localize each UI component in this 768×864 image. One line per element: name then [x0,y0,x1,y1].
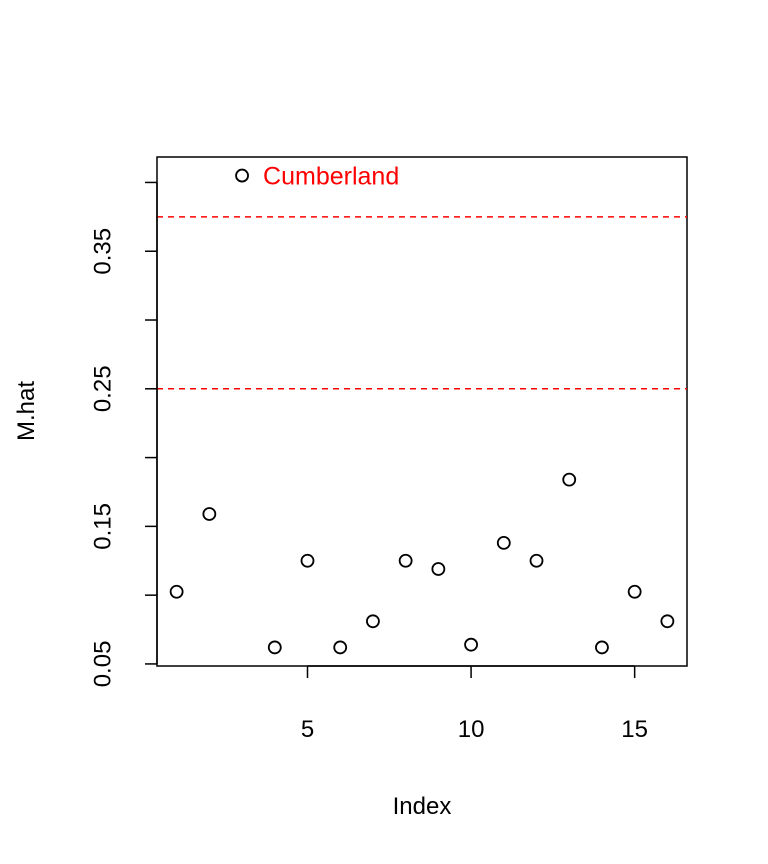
data-point [267,640,282,655]
y-axis: 0.05 0.15 0.25 0.35 [90,181,158,688]
x-tick-label: 5 [301,716,314,743]
x-tick-label: 10 [458,716,485,743]
data-point [496,535,511,550]
data-points [169,168,675,655]
data-point [235,168,249,183]
data-point [202,507,217,521]
plot-frame [156,156,688,667]
data-point [169,584,184,599]
y-tick-label: 0.15 [90,503,117,550]
data-point [300,553,315,568]
reference-lines [157,216,687,390]
data-point [366,614,380,629]
y-axis-label: M.hat [13,381,40,441]
data-point [398,553,413,568]
annotations: Cumberland [263,163,399,191]
data-point [562,472,577,487]
x-axis: 5 10 15 [301,665,648,743]
data-point [660,614,675,629]
data-point [595,640,609,655]
y-tick-label: 0.35 [90,228,117,275]
data-point [627,584,642,599]
y-tick-label: 0.25 [90,365,117,412]
x-axis-label: Index [393,793,452,820]
data-point [529,553,544,568]
data-point [431,562,446,576]
data-point [333,640,348,655]
point-annotation: Cumberland [263,163,399,191]
y-tick-label: 0.05 [90,641,117,688]
data-point [464,637,478,652]
x-tick-label: 15 [621,716,648,743]
